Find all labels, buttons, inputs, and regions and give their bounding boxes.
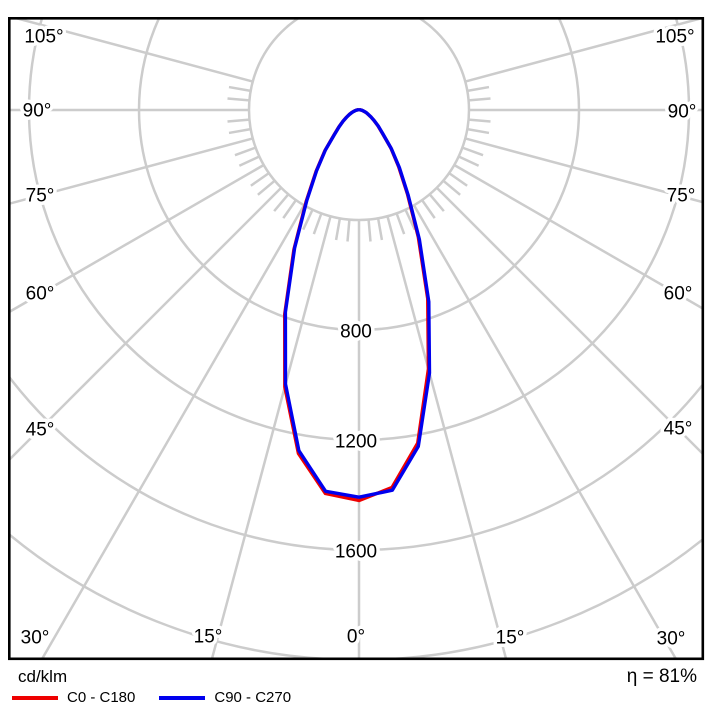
angle-label-bottom: 30° [21, 628, 50, 649]
grid-ray-75 [464, 137, 702, 204]
grid-ray-30 [412, 204, 677, 658]
grid-ray-105 [464, 19, 702, 83]
grid-tick [227, 97, 250, 102]
legend-swatch [159, 696, 206, 700]
legend-item-c0-c180: C0 - C180 [12, 690, 135, 706]
grid-tick [302, 209, 314, 231]
grid-ray-45 [435, 186, 702, 455]
grid-ray-75 [10, 137, 254, 205]
grid-tick [395, 212, 406, 235]
legend-swatch [12, 696, 58, 700]
radial-value-label: 1600 [335, 542, 377, 563]
grid-tick [448, 172, 468, 187]
grid-tick [376, 218, 384, 241]
grid-ray-60 [453, 163, 702, 310]
efficiency-value: η = 81% [626, 666, 697, 687]
grid-tick [421, 199, 436, 219]
grid-ray-15 [386, 215, 508, 658]
legend-label: C0 - C180 [67, 689, 136, 706]
grid-tick [428, 193, 445, 212]
grid-ray-15 [210, 215, 332, 658]
intensity-curve-c90-c270 [283, 108, 432, 499]
grid-tick [468, 118, 491, 123]
plot-area [10, 19, 702, 658]
legend-item-c90-c270: C90 - C270 [159, 690, 291, 706]
angle-label-left: 90° [23, 101, 52, 122]
angle-label-bottom: 0° [347, 627, 365, 648]
angle-label-left: 60° [26, 284, 55, 305]
angle-label-right: 75° [667, 186, 696, 207]
grid-tick [227, 118, 250, 123]
units-label: cd/klm [18, 667, 68, 686]
grid-tick [228, 85, 251, 93]
grid-tick [238, 155, 260, 167]
angle-label-left: 75° [26, 186, 55, 207]
angle-label-right: 90° [668, 102, 697, 123]
angle-label-left: 105° [24, 27, 63, 48]
angle-label-left: 45° [26, 420, 55, 441]
grid-tick [346, 219, 351, 242]
angle-label-bottom: 30° [657, 629, 686, 650]
grid-tick [312, 212, 323, 235]
radial-value-label: 1200 [335, 432, 377, 453]
grid-tick [273, 193, 290, 212]
grid-tick [250, 172, 270, 187]
grid-tick [234, 146, 257, 157]
legend: C0 - C180 C90 - C270 [12, 690, 315, 706]
angle-label-right: 45° [664, 419, 693, 440]
grid-tick [458, 155, 480, 167]
grid-ray-30 [41, 204, 306, 658]
angle-label-right: 60° [664, 284, 693, 305]
radial-value-label: 800 [340, 322, 372, 343]
grid-tick [367, 219, 372, 242]
angle-label-bottom: 15° [194, 627, 223, 648]
grid-tick [257, 179, 276, 196]
grid-tick [442, 179, 461, 196]
polar-intensity-chart: 105° 90° 75° 60° 45° 105° 90° 75° 60° 45° 30° 15° 0°… [8, 16, 705, 661]
grid-tick [334, 218, 342, 241]
angle-label-right: 105° [655, 27, 694, 48]
grid-ray-45 [10, 186, 283, 461]
grid-ray-60 [10, 163, 265, 313]
grid-tick [467, 85, 490, 93]
grid-tick [228, 127, 251, 135]
grid-tick [467, 127, 490, 135]
legend-label: C90 - C270 [214, 689, 292, 706]
plot-border [8, 16, 705, 661]
grid-tick [468, 97, 491, 102]
angle-label-bottom: 15° [496, 628, 525, 649]
grid-ray-105 [15, 19, 254, 83]
grid-tick [404, 209, 416, 231]
grid-tick [282, 199, 297, 219]
grid-tick [461, 146, 484, 157]
